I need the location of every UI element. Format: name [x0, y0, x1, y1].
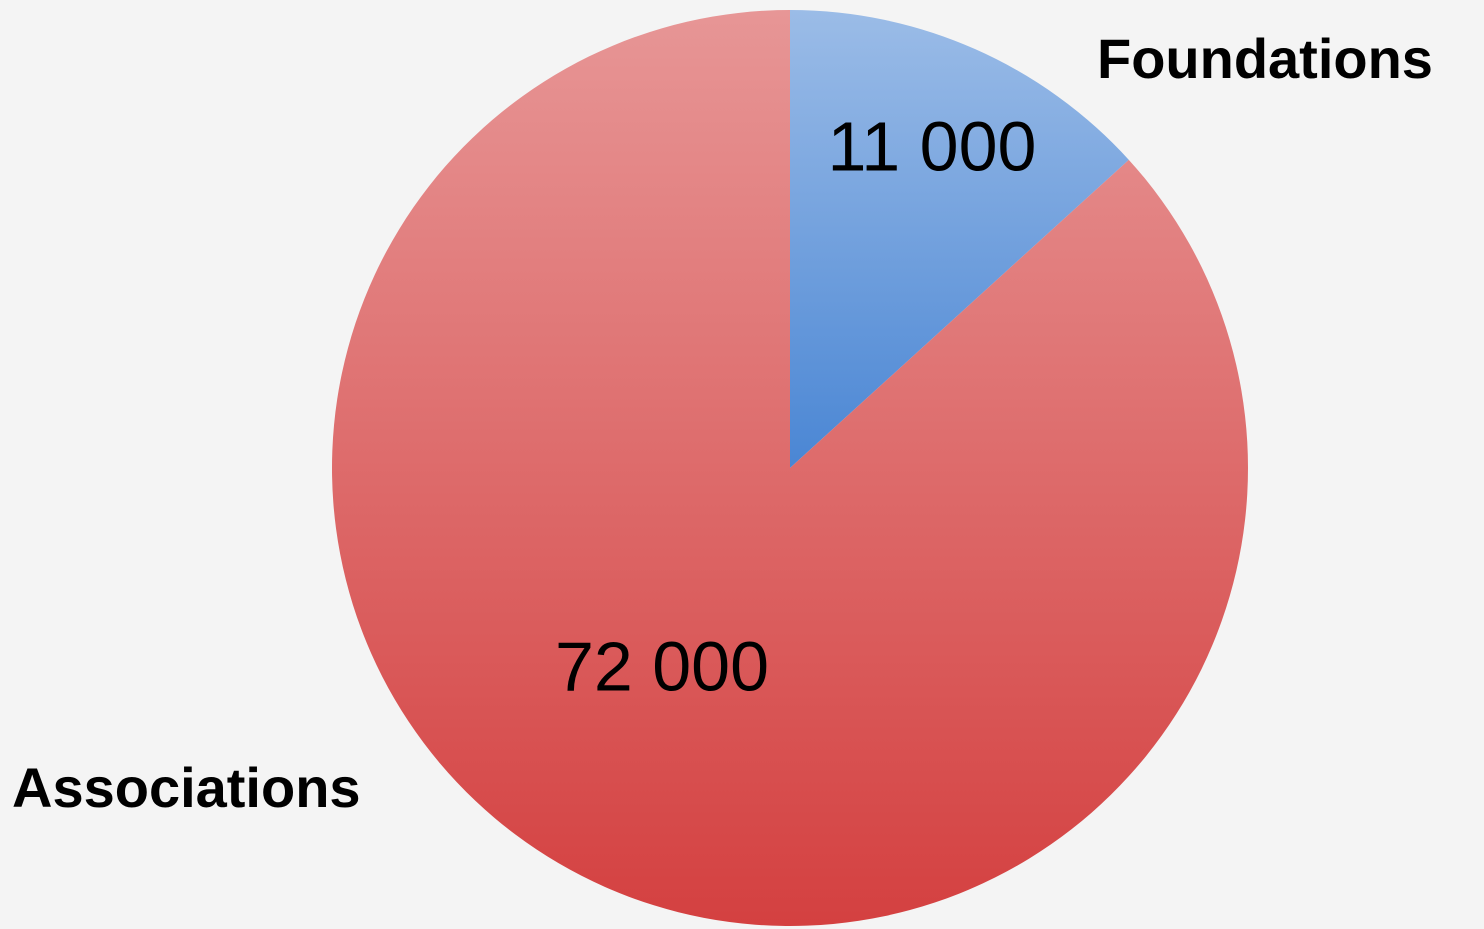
category-label: Associations — [12, 756, 361, 819]
category-label: Foundations — [1097, 27, 1433, 90]
pie-slice — [790, 10, 1129, 468]
value-label: 11 000 — [828, 107, 1037, 185]
value-label: 72 000 — [555, 627, 769, 705]
pie-slice — [331, 10, 1249, 926]
